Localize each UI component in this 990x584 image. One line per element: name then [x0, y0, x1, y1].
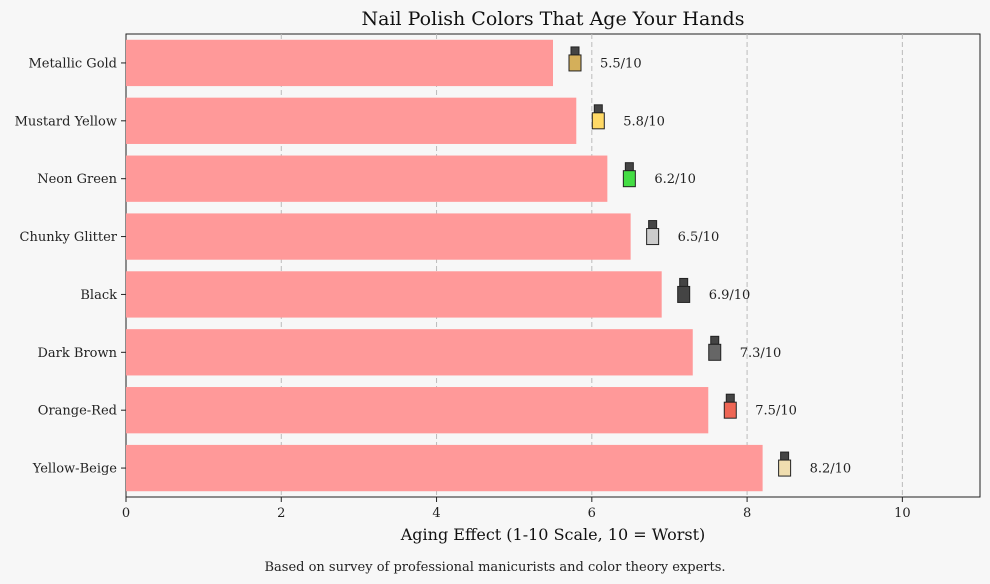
x-tick-label: 2 [277, 506, 285, 521]
bars [126, 39, 763, 492]
bar [126, 387, 709, 434]
nail-polish-bottle-icon [778, 451, 792, 477]
value-label: 8.2/10 [810, 462, 852, 477]
value-labels: 5.5/10 5.8/10 6.2/10 6.5/10 6.9/10 7.3/10 7.5/… [600, 56, 851, 476]
x-tick-label: 10 [894, 506, 911, 521]
category-labels: Metallic Gold Mustard Yellow Neon Green Chu… [15, 56, 126, 477]
bar [126, 155, 608, 202]
bar [126, 39, 553, 87]
x-tick-label: 6 [588, 506, 596, 521]
footnote: Based on survey of professional manicuri… [264, 560, 725, 575]
bar [126, 444, 763, 492]
bar [126, 329, 693, 376]
category-label: Black [80, 288, 117, 303]
category-label: Dark Brown [38, 346, 118, 361]
nail-polish-bottle-icon [591, 104, 605, 130]
value-label: 7.3/10 [740, 346, 782, 361]
category-label: Chunky Glitter [20, 230, 118, 245]
x-ticks: 0 2 4 6 8 10 [122, 497, 911, 521]
bottle-markers [568, 46, 792, 477]
category-label: Metallic Gold [28, 56, 117, 71]
chart-title: Nail Polish Colors That Age Your Hands [362, 8, 745, 30]
bar [126, 213, 631, 260]
nail-polish-bottle-icon [622, 162, 636, 188]
bar [126, 97, 577, 144]
category-label: Orange-Red [38, 404, 117, 419]
value-label: 5.5/10 [600, 56, 642, 71]
x-tick-label: 0 [122, 506, 130, 521]
value-label: 6.2/10 [654, 172, 696, 187]
category-label: Yellow-Beige [32, 462, 118, 477]
value-label: 5.8/10 [623, 114, 665, 129]
x-axis-label: Aging Effect (1-10 Scale, 10 = Worst) [400, 525, 706, 544]
category-label: Mustard Yellow [15, 114, 117, 129]
nail-polish-bottle-icon [677, 277, 691, 303]
nail-polish-bottle-icon [708, 335, 722, 361]
bar [126, 271, 662, 318]
nail-polish-bottle-icon [723, 393, 737, 419]
value-label: 7.5/10 [755, 404, 797, 419]
value-label: 6.9/10 [709, 288, 751, 303]
nail-polish-bottle-icon [646, 220, 660, 246]
value-label: 6.5/10 [678, 230, 720, 245]
x-tick-label: 8 [743, 506, 751, 521]
category-label: Neon Green [37, 172, 117, 187]
x-tick-label: 4 [432, 506, 440, 521]
nail-polish-bottle-icon [568, 46, 582, 72]
